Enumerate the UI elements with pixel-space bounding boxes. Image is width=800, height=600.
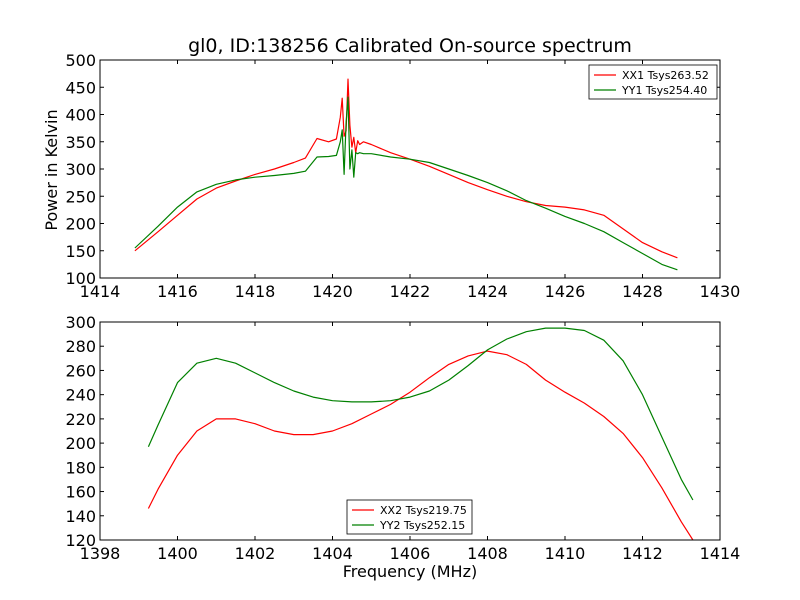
top-xtick-label: 1414 — [80, 282, 121, 301]
top-legend-box — [588, 64, 718, 100]
top-subplot: Power in Kelvin 1414 1416 1418 1420 1422 1424… — [42, 51, 740, 301]
bottom-series-line-1 — [147, 350, 694, 540]
bottom-series-group — [147, 327, 694, 540]
bottom-xtick-label: 1406 — [390, 544, 431, 563]
bottom-ytick-label: 140 — [65, 507, 96, 526]
top-xtick-label: 1424 — [467, 282, 508, 301]
top-ytick-label: 350 — [65, 133, 96, 152]
top-xtick-label: 1430 — [700, 282, 741, 301]
bottom-xtick-label: 1402 — [235, 544, 276, 563]
bottom-legend: XX2 Tsys219.75 YY2 Tsys252.15 — [346, 499, 473, 535]
top-ytick-label: 300 — [65, 160, 96, 179]
bottom-legend-label-2: YY2 Tsys252.15 — [379, 519, 465, 532]
top-legend-label-2: YY1 Tsys254.40 — [621, 84, 707, 97]
top-ytick-label: 450 — [65, 78, 96, 97]
bottom-ytick-label: 300 — [65, 313, 96, 332]
bottom-legend-label-1: XX2 Tsys219.75 — [380, 504, 467, 517]
bottom-ytick-label: 220 — [65, 410, 96, 429]
top-ytick-label: 100 — [65, 269, 96, 288]
top-legend: XX1 Tsys263.52 YY1 Tsys254.40 — [588, 64, 718, 100]
bottom-legend-box — [346, 499, 473, 535]
figure-title: gl0, ID:138256 Calibrated On-source spec… — [188, 35, 632, 57]
bottom-ytick-label: 240 — [65, 386, 96, 405]
top-ytick-label: 200 — [65, 215, 96, 234]
bottom-xtick-label: 1414 — [700, 544, 741, 563]
top-ytick-label: 150 — [65, 242, 96, 261]
top-xtick-label: 1416 — [157, 282, 198, 301]
top-xtick-label: 1426 — [545, 282, 586, 301]
bottom-ytick-label: 160 — [65, 483, 96, 502]
bottom-xtick-label: 1408 — [467, 544, 508, 563]
bottom-xtick-label: 1400 — [157, 544, 198, 563]
bottom-xlabel: Frequency (MHz) — [343, 562, 477, 581]
bottom-ytick-label: 280 — [65, 337, 96, 356]
top-ylabel: Power in Kelvin — [42, 109, 61, 230]
bottom-xtick-label: 1410 — [545, 544, 586, 563]
top-series-line-1 — [134, 78, 678, 259]
bottom-xtick-label: 1398 — [80, 544, 121, 563]
top-ytick-label: 500 — [65, 51, 96, 70]
bottom-subplot: Frequency (MHz) 1398 1400 1402 1404 1406 1408… — [65, 313, 740, 581]
top-series-group — [134, 78, 678, 271]
bottom-series-line-2 — [147, 327, 694, 501]
bottom-ytick-label: 180 — [65, 458, 96, 477]
top-legend-label-1: XX1 Tsys263.52 — [622, 69, 709, 82]
top-ytick-label: 400 — [65, 106, 96, 125]
top-xtick-label: 1420 — [312, 282, 353, 301]
top-xtick-label: 1422 — [390, 282, 431, 301]
bottom-xtick-label: 1412 — [622, 544, 663, 563]
bottom-ytick-label: 120 — [65, 531, 96, 550]
top-xtick-label: 1418 — [235, 282, 276, 301]
top-series-line-2 — [134, 96, 678, 271]
bottom-ytick-label: 260 — [65, 361, 96, 380]
bottom-xtick-label: 1404 — [312, 544, 353, 563]
top-ytick-label: 250 — [65, 187, 96, 206]
bottom-ytick-label: 200 — [65, 434, 96, 453]
top-xtick-label: 1428 — [622, 282, 663, 301]
